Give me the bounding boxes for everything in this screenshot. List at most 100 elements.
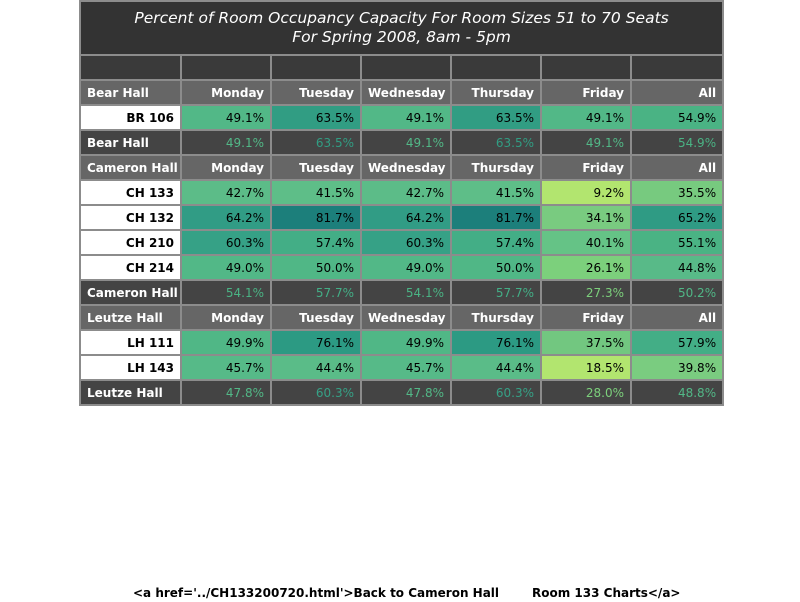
summary-cell: 54.9% (629, 129, 725, 156)
data-cell: 49.0% (180, 254, 272, 281)
hall-header-row: Leutze Hall Monday Tuesday Wednesday Thursda… (79, 304, 725, 331)
column-header-tuesday: Tuesday (270, 79, 362, 106)
data-cell: 65.2% (629, 204, 725, 231)
room-label: CH 132 (79, 204, 182, 231)
summary-label: Leutze Hall (79, 379, 182, 406)
room-label: LH 143 (79, 354, 182, 381)
summary-cell: 27.3% (540, 279, 632, 306)
hall-header-row: Bear Hall Monday Tuesday Wednesday Thursday F… (79, 79, 725, 106)
room-label: LH 111 (79, 329, 182, 356)
data-cell: 18.5% (540, 354, 632, 381)
blank-cell (270, 54, 362, 81)
data-cell: 50.0% (450, 254, 542, 281)
column-header-thursday: Thursday (450, 79, 542, 106)
table-row: CH 133 42.7% 41.5% 42.7% 41.5% 9.2% 35.5% (79, 179, 725, 206)
title-row: Percent of Room Occupancy Capacity For R… (78, 0, 725, 56)
column-header-all: All (629, 154, 725, 181)
data-cell: 9.2% (540, 179, 632, 206)
blank-cell (79, 54, 182, 81)
summary-cell: 28.0% (540, 379, 632, 406)
summary-cell: 57.7% (270, 279, 362, 306)
column-header-thursday: Thursday (450, 304, 542, 331)
summary-label: Bear Hall (79, 129, 182, 156)
room-label: BR 106 (79, 104, 182, 131)
footer: <a href='../CH133200720.html'>Back to Ca… (0, 586, 800, 602)
data-cell: 54.9% (629, 104, 725, 131)
summary-cell: 49.1% (360, 129, 452, 156)
summary-cell: 60.3% (270, 379, 362, 406)
footer-link-text-left: <a href='../CH133200720.html'>Back to Ca… (133, 586, 500, 600)
column-header-all: All (629, 304, 725, 331)
data-cell: 63.5% (270, 104, 362, 131)
data-cell: 45.7% (180, 354, 272, 381)
chart-subtitle: For Spring 2008, 8am - 5pm (292, 28, 511, 46)
summary-cell: 60.3% (450, 379, 542, 406)
data-cell: 41.5% (450, 179, 542, 206)
blank-cell (360, 54, 452, 81)
data-cell: 60.3% (180, 229, 272, 256)
data-cell: 26.1% (540, 254, 632, 281)
footer-link-text-right: Room 133 Charts</a> (532, 586, 681, 600)
column-header-friday: Friday (540, 79, 632, 106)
hall-name: Leutze Hall (79, 304, 182, 331)
data-cell: 57.9% (629, 329, 725, 356)
room-label: CH 214 (79, 254, 182, 281)
chart-title: Percent of Room Occupancy Capacity For R… (134, 9, 669, 27)
data-cell: 76.1% (450, 329, 542, 356)
blank-cell (450, 54, 542, 81)
column-header-tuesday: Tuesday (270, 154, 362, 181)
data-cell: 49.1% (540, 104, 632, 131)
column-header-friday: Friday (540, 154, 632, 181)
data-cell: 37.5% (540, 329, 632, 356)
data-cell: 55.1% (629, 229, 725, 256)
room-label: CH 133 (79, 179, 182, 206)
data-cell: 40.1% (540, 229, 632, 256)
data-cell: 44.8% (629, 254, 725, 281)
column-header-tuesday: Tuesday (270, 304, 362, 331)
summary-cell: 48.8% (629, 379, 725, 406)
data-cell: 57.4% (450, 229, 542, 256)
data-cell: 41.5% (270, 179, 362, 206)
summary-cell: 49.1% (180, 129, 272, 156)
data-cell: 35.5% (629, 179, 725, 206)
hall-summary-row: Cameron Hall 54.1% 57.7% 54.1% 57.7% 27.3% 50.… (79, 279, 725, 306)
room-label: CH 210 (79, 229, 182, 256)
data-cell: 60.3% (360, 229, 452, 256)
column-header-monday: Monday (180, 304, 272, 331)
data-cell: 45.7% (360, 354, 452, 381)
data-cell: 64.2% (180, 204, 272, 231)
column-header-monday: Monday (180, 79, 272, 106)
summary-cell: 49.1% (540, 129, 632, 156)
chart-title-cell: Percent of Room Occupancy Capacity For R… (78, 0, 725, 56)
data-cell: 42.7% (180, 179, 272, 206)
summary-cell: 57.7% (450, 279, 542, 306)
data-cell: 49.1% (360, 104, 452, 131)
column-header-monday: Monday (180, 154, 272, 181)
summary-cell: 50.2% (629, 279, 725, 306)
column-header-wednesday: Wednesday (360, 304, 452, 331)
blank-header-row (79, 54, 725, 81)
hall-header-row: Cameron Hall Monday Tuesday Wednesday Thursd… (79, 154, 725, 181)
occupancy-table: Percent of Room Occupancy Capacity For R… (78, 0, 725, 406)
data-cell: 64.2% (360, 204, 452, 231)
summary-label: Cameron Hall (79, 279, 182, 306)
data-cell: 49.1% (180, 104, 272, 131)
data-cell: 50.0% (270, 254, 362, 281)
table-row: CH 132 64.2% 81.7% 64.2% 81.7% 34.1% 65.2% (79, 204, 725, 231)
summary-cell: 47.8% (180, 379, 272, 406)
data-cell: 49.9% (180, 329, 272, 356)
column-header-thursday: Thursday (450, 154, 542, 181)
data-cell: 44.4% (450, 354, 542, 381)
table-row: LH 143 45.7% 44.4% 45.7% 44.4% 18.5% 39.8% (79, 354, 725, 381)
blank-cell (629, 54, 725, 81)
data-cell: 81.7% (450, 204, 542, 231)
blank-cell (180, 54, 272, 81)
hall-summary-row: Leutze Hall 47.8% 60.3% 47.8% 60.3% 28.0% 48.8… (79, 379, 725, 406)
summary-cell: 63.5% (270, 129, 362, 156)
column-header-friday: Friday (540, 304, 632, 331)
data-cell: 81.7% (270, 204, 362, 231)
table-row: BR 106 49.1% 63.5% 49.1% 63.5% 49.1% 54.9% (79, 104, 725, 131)
column-header-wednesday: Wednesday (360, 154, 452, 181)
data-cell: 44.4% (270, 354, 362, 381)
hall-name: Cameron Hall (79, 154, 182, 181)
